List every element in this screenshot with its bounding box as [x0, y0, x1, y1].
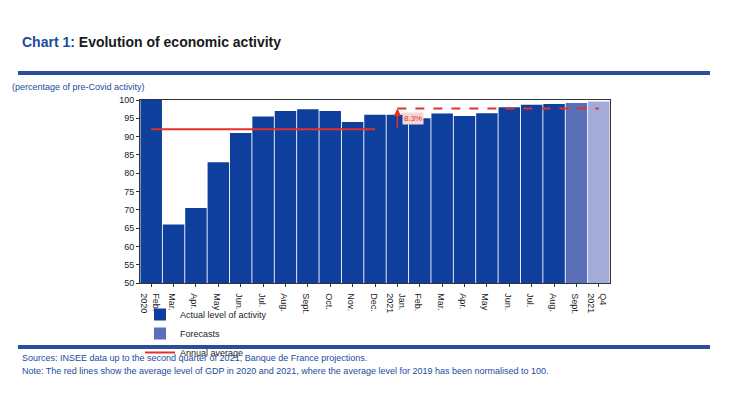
svg-text:Sources: INSEE data up to the: Sources: INSEE data up to the second qua…	[22, 353, 367, 363]
svg-text:Dec.: Dec.	[369, 293, 379, 312]
svg-text:Jul.: Jul.	[257, 293, 267, 307]
svg-text:Forecasts: Forecasts	[180, 329, 220, 339]
svg-text:May: May	[480, 293, 490, 311]
svg-text:55: 55	[124, 260, 134, 270]
svg-text:Feb.: Feb.	[413, 293, 423, 311]
svg-text:Sept.: Sept.	[301, 293, 311, 314]
svg-text:80: 80	[124, 168, 134, 178]
svg-text:65: 65	[124, 223, 134, 233]
html-text:Feb.: Feb.	[150, 293, 161, 312]
svg-text:75: 75	[124, 187, 134, 197]
svg-text:Jun.: Jun.	[503, 293, 513, 310]
svg-text:100: 100	[119, 95, 134, 105]
svg-text:Apr.: Apr.	[189, 293, 199, 309]
svg-text:Actual level of activity: Actual level of activity	[180, 310, 267, 320]
svg-text:Chart 1: Evolution of economic: Chart 1: Evolution of economic activity	[22, 34, 281, 50]
svg-text:50: 50	[124, 278, 134, 288]
svg-text:Aug.: Aug.	[548, 293, 558, 312]
svg-text:90: 90	[124, 132, 134, 142]
svg-text:Apr.: Apr.	[458, 293, 468, 309]
svg-text:60: 60	[124, 242, 134, 252]
svg-text:(percentage of pre-Covid activ: (percentage of pre-Covid activity)	[12, 82, 145, 92]
svg-text:70: 70	[124, 205, 134, 215]
svg-text:Note: The red lines show the a: Note: The red lines show the average lev…	[22, 366, 549, 376]
svg-text:Oct.: Oct.	[324, 293, 334, 310]
svg-text:Annual average: Annual average	[180, 348, 243, 358]
svg-text:Mar.: Mar.	[436, 293, 446, 311]
svg-text:85: 85	[124, 150, 134, 160]
svg-text:Jul.: Jul.	[525, 293, 535, 307]
svg-text:May: May	[212, 293, 222, 311]
svg-text:Nov.: Nov.	[346, 293, 356, 311]
svg-text:Sept.: Sept.	[570, 293, 580, 314]
svg-text:Q42021: Q42021	[586, 293, 608, 313]
svg-text:95: 95	[124, 113, 134, 123]
svg-text:Mar.: Mar.	[167, 293, 177, 311]
svg-text:8.3%: 8.3%	[404, 114, 422, 123]
svg-text:Jan.2021: Jan.2021	[385, 293, 407, 313]
svg-text:Jun.: Jun.	[234, 293, 244, 310]
svg-text:Aug.: Aug.	[279, 293, 289, 312]
html-text:2020: 2020	[138, 293, 149, 314]
